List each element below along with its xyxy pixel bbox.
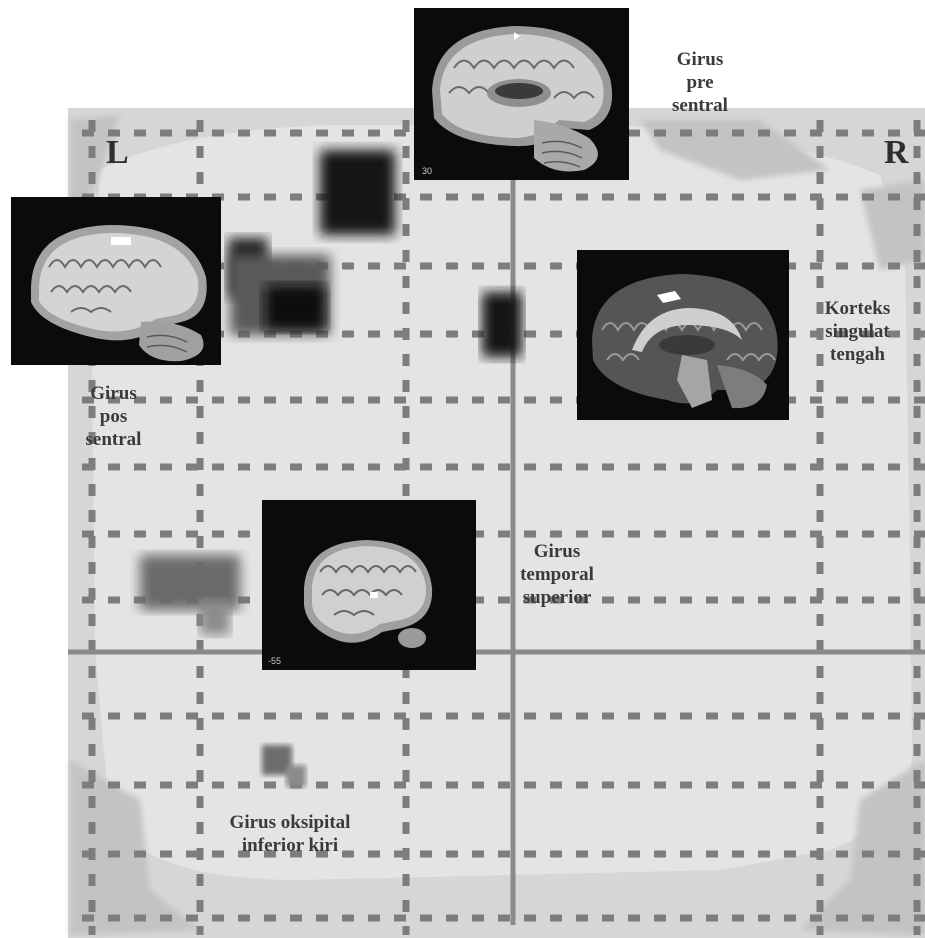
- label-girus-temporal-superior: Girus temporal superior: [520, 541, 594, 608]
- label-girus-pos-sentral: Girus pos sentral: [85, 383, 142, 450]
- activation-blob: [286, 765, 306, 787]
- activation-blob: [265, 285, 325, 330]
- mri-panel-cingulate: [577, 250, 789, 420]
- activation-blob: [320, 150, 395, 235]
- activation-blob: [482, 292, 522, 357]
- mri-panel-postcentral: [11, 197, 221, 365]
- crosshair: [68, 115, 925, 925]
- label-girus-pre-sentral: Girus pre sentral: [672, 49, 728, 116]
- corner-patches: [70, 115, 925, 935]
- mri-panel-precentral: 30: [414, 8, 629, 180]
- right-hemisphere-label: R: [884, 134, 909, 171]
- label-girus-oksipital-inferior-kiri: Girus oksipital inferior kiri: [229, 812, 351, 856]
- activation-blob: [200, 600, 230, 635]
- label-korteks-singulat-tengah: Korteks singulat tengah: [824, 298, 891, 365]
- activation-blobs: [140, 150, 522, 787]
- slice-number-precentral: 30: [422, 166, 432, 176]
- slice-number-temporal: -55: [268, 656, 281, 666]
- left-hemisphere-label: L: [106, 134, 129, 171]
- mri-panel-temporal: -55: [262, 500, 476, 670]
